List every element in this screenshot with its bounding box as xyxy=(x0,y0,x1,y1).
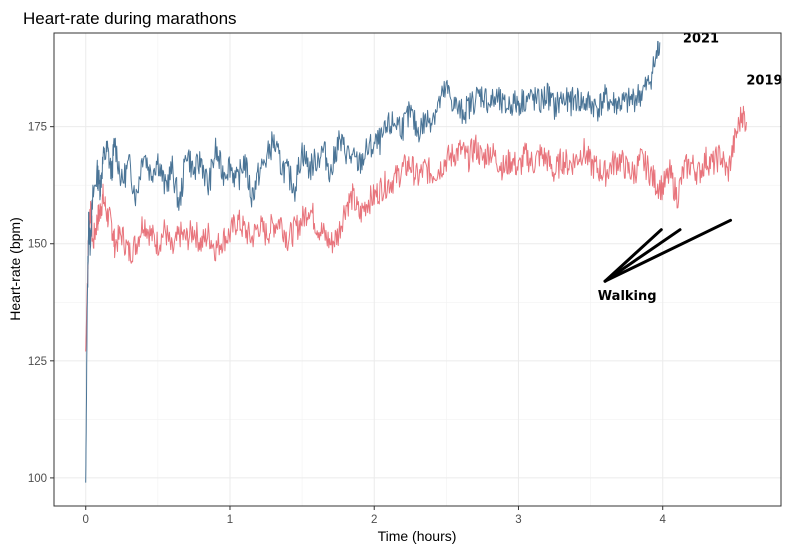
x-tick-label: 3 xyxy=(515,514,521,526)
plot-panel-border xyxy=(53,32,782,507)
grid xyxy=(54,33,781,506)
x-tick-label: 1 xyxy=(227,514,233,526)
annotation-label: Walking xyxy=(598,289,657,304)
x-tick-label: 4 xyxy=(660,514,667,526)
x-tick-label: 2 xyxy=(371,514,377,526)
annotation-pointer xyxy=(603,218,733,283)
annotation-label: 2019 xyxy=(746,74,782,89)
y-tick-label: 125 xyxy=(28,356,47,368)
series-line-2021 xyxy=(85,40,661,483)
series-line-2019 xyxy=(85,105,747,352)
annotation-pointer xyxy=(603,228,682,283)
series-lines xyxy=(85,40,747,483)
annotation-pointer xyxy=(603,228,663,283)
axis-ticks: 0 1 2 3 4 100 125 150 175 xyxy=(28,122,667,526)
y-tick-label: 175 xyxy=(28,122,47,134)
y-tick-label: 150 xyxy=(28,239,47,251)
annotation-label: 2021 xyxy=(683,31,719,46)
chart-title: Heart-rate during marathons xyxy=(23,9,237,28)
y-axis-title: Heart-rate (bpm) xyxy=(7,217,23,320)
annotations: 2021 2019 Walking xyxy=(598,31,783,304)
y-tick-label: 100 xyxy=(28,473,47,485)
x-tick-label: 0 xyxy=(83,514,89,526)
x-axis-title: Time (hours) xyxy=(378,528,457,544)
